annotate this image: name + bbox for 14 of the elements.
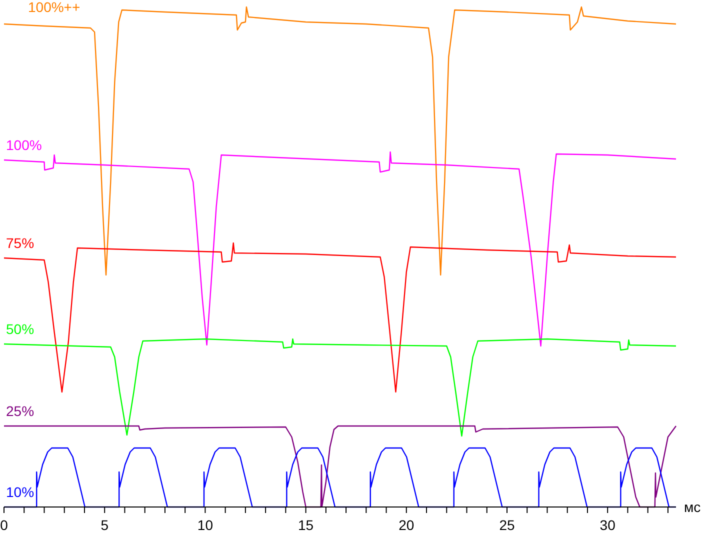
x-tick-label: 0 — [0, 517, 8, 533]
x-axis-title: мс — [684, 499, 701, 515]
series-label: 100% — [6, 137, 42, 153]
series-label: 75% — [6, 235, 34, 251]
x-tick-label: 15 — [298, 517, 314, 533]
x-tick-label: 30 — [600, 517, 616, 533]
x-tick-label: 25 — [499, 517, 515, 533]
series-label: 10% — [6, 484, 34, 500]
x-tick-label: 5 — [100, 517, 109, 533]
series-label: 100%++ — [28, 0, 80, 15]
series-label: 25% — [6, 403, 34, 419]
x-tick-label: 20 — [398, 517, 414, 533]
x-tick-label: 10 — [197, 517, 214, 533]
series-label: 50% — [6, 321, 34, 337]
